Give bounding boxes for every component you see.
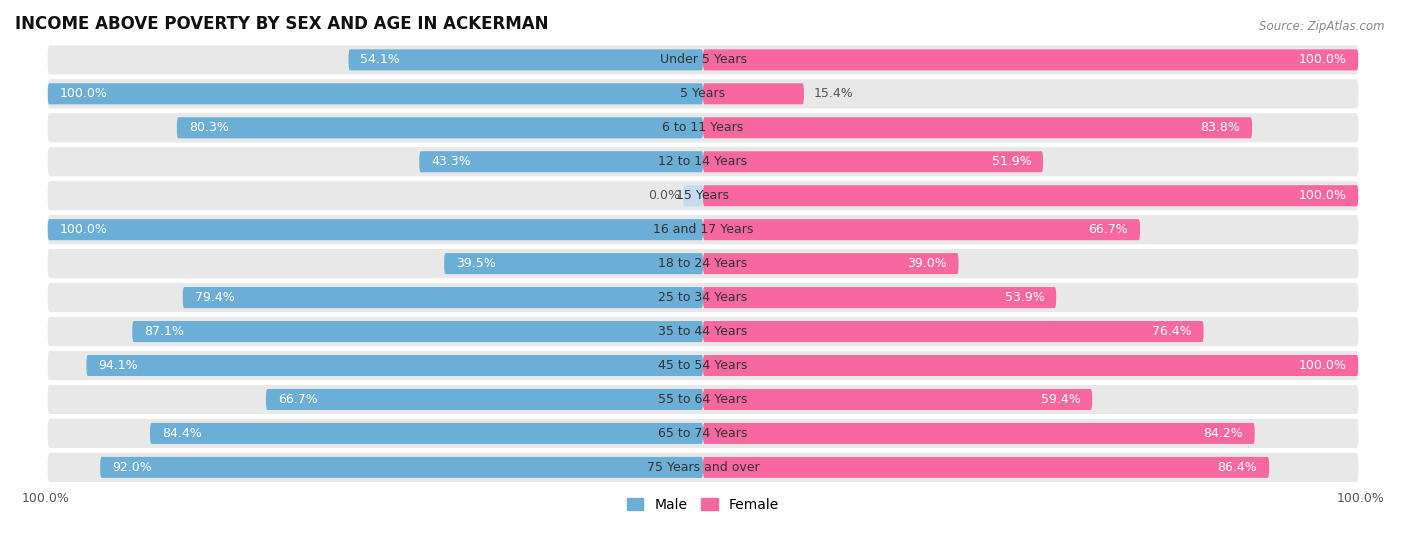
Text: 86.4%: 86.4% — [1218, 461, 1257, 474]
FancyBboxPatch shape — [48, 249, 1358, 278]
Text: 79.4%: 79.4% — [194, 291, 235, 304]
Text: 51.9%: 51.9% — [991, 155, 1031, 168]
Text: 16 and 17 Years: 16 and 17 Years — [652, 223, 754, 236]
Text: 100.0%: 100.0% — [1337, 492, 1385, 505]
Text: 12 to 14 Years: 12 to 14 Years — [658, 155, 748, 168]
Text: 100.0%: 100.0% — [21, 492, 69, 505]
Text: 100.0%: 100.0% — [1299, 53, 1347, 67]
Text: 94.1%: 94.1% — [98, 359, 138, 372]
FancyBboxPatch shape — [48, 317, 1358, 346]
FancyBboxPatch shape — [48, 385, 1358, 414]
FancyBboxPatch shape — [48, 215, 1358, 244]
Text: 54.1%: 54.1% — [360, 53, 401, 67]
FancyBboxPatch shape — [48, 79, 1358, 108]
Text: 65 to 74 Years: 65 to 74 Years — [658, 427, 748, 440]
Text: 43.3%: 43.3% — [432, 155, 471, 168]
FancyBboxPatch shape — [703, 49, 1358, 70]
Text: 66.7%: 66.7% — [278, 393, 318, 406]
FancyBboxPatch shape — [48, 453, 1358, 482]
Text: 84.4%: 84.4% — [162, 427, 201, 440]
FancyBboxPatch shape — [177, 117, 703, 138]
FancyBboxPatch shape — [86, 355, 703, 376]
FancyBboxPatch shape — [48, 113, 1358, 143]
FancyBboxPatch shape — [703, 253, 959, 274]
Text: 84.2%: 84.2% — [1204, 427, 1243, 440]
Text: 55 to 64 Years: 55 to 64 Years — [658, 393, 748, 406]
FancyBboxPatch shape — [266, 389, 703, 410]
FancyBboxPatch shape — [703, 117, 1253, 138]
FancyBboxPatch shape — [683, 185, 703, 206]
FancyBboxPatch shape — [703, 423, 1254, 444]
Text: 83.8%: 83.8% — [1201, 121, 1240, 134]
Text: 53.9%: 53.9% — [1005, 291, 1045, 304]
FancyBboxPatch shape — [703, 287, 1056, 308]
Text: 75 Years and over: 75 Years and over — [647, 461, 759, 474]
FancyBboxPatch shape — [48, 419, 1358, 448]
Text: 80.3%: 80.3% — [188, 121, 229, 134]
FancyBboxPatch shape — [48, 219, 703, 240]
Text: 0.0%: 0.0% — [648, 189, 681, 202]
FancyBboxPatch shape — [703, 389, 1092, 410]
Text: 15 Years: 15 Years — [676, 189, 730, 202]
FancyBboxPatch shape — [150, 423, 703, 444]
FancyBboxPatch shape — [48, 351, 1358, 380]
Text: 45 to 54 Years: 45 to 54 Years — [658, 359, 748, 372]
FancyBboxPatch shape — [703, 219, 1140, 240]
Text: 66.7%: 66.7% — [1088, 223, 1128, 236]
Text: 100.0%: 100.0% — [1299, 189, 1347, 202]
FancyBboxPatch shape — [349, 49, 703, 70]
Text: 39.5%: 39.5% — [456, 257, 496, 270]
Text: 100.0%: 100.0% — [59, 87, 107, 100]
Text: 87.1%: 87.1% — [143, 325, 184, 338]
FancyBboxPatch shape — [444, 253, 703, 274]
FancyBboxPatch shape — [703, 321, 1204, 342]
Text: 5 Years: 5 Years — [681, 87, 725, 100]
FancyBboxPatch shape — [703, 185, 1358, 206]
FancyBboxPatch shape — [703, 457, 1270, 478]
Text: Under 5 Years: Under 5 Years — [659, 53, 747, 67]
FancyBboxPatch shape — [100, 457, 703, 478]
Text: 59.4%: 59.4% — [1040, 393, 1080, 406]
Text: Source: ZipAtlas.com: Source: ZipAtlas.com — [1260, 20, 1385, 32]
FancyBboxPatch shape — [703, 151, 1043, 172]
FancyBboxPatch shape — [419, 151, 703, 172]
Text: 25 to 34 Years: 25 to 34 Years — [658, 291, 748, 304]
FancyBboxPatch shape — [703, 355, 1358, 376]
FancyBboxPatch shape — [183, 287, 703, 308]
Text: 100.0%: 100.0% — [59, 223, 107, 236]
FancyBboxPatch shape — [48, 181, 1358, 210]
Text: 35 to 44 Years: 35 to 44 Years — [658, 325, 748, 338]
FancyBboxPatch shape — [132, 321, 703, 342]
Text: 100.0%: 100.0% — [1299, 359, 1347, 372]
Text: INCOME ABOVE POVERTY BY SEX AND AGE IN ACKERMAN: INCOME ABOVE POVERTY BY SEX AND AGE IN A… — [15, 15, 548, 33]
FancyBboxPatch shape — [48, 45, 1358, 74]
Text: 92.0%: 92.0% — [112, 461, 152, 474]
FancyBboxPatch shape — [48, 147, 1358, 176]
Text: 18 to 24 Years: 18 to 24 Years — [658, 257, 748, 270]
FancyBboxPatch shape — [48, 83, 703, 105]
Text: 39.0%: 39.0% — [907, 257, 946, 270]
FancyBboxPatch shape — [703, 83, 804, 105]
Text: 76.4%: 76.4% — [1152, 325, 1192, 338]
FancyBboxPatch shape — [48, 283, 1358, 312]
Text: 15.4%: 15.4% — [814, 87, 853, 100]
Text: 6 to 11 Years: 6 to 11 Years — [662, 121, 744, 134]
Legend: Male, Female: Male, Female — [621, 492, 785, 518]
